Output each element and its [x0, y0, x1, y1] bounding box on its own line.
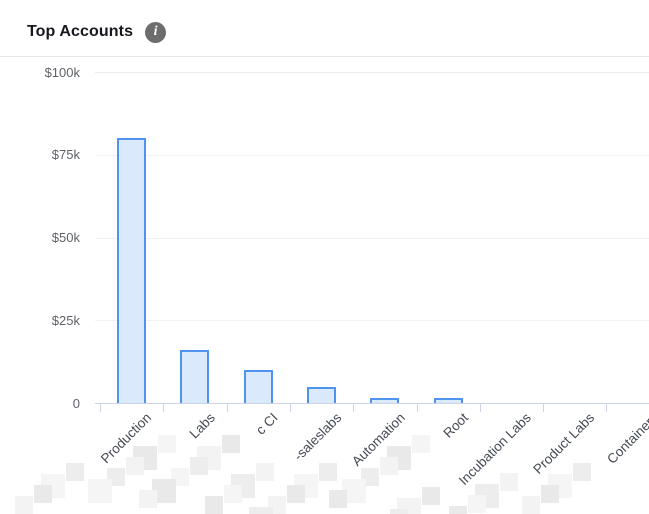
- redaction-mosaic: [572, 463, 591, 482]
- bar[interactable]: [117, 138, 147, 403]
- redaction-mosaic: [15, 496, 34, 514]
- x-axis-line: [95, 403, 649, 404]
- redaction-mosaic: [88, 478, 113, 503]
- header-divider: [0, 56, 649, 57]
- y-axis-tick-label: $75k: [51, 147, 80, 163]
- redaction-mosaic: [66, 463, 85, 482]
- redaction-mosaic: [328, 489, 347, 508]
- gridline: [95, 154, 649, 156]
- bar[interactable]: [243, 369, 273, 403]
- redaction-mosaic: [126, 456, 145, 475]
- redaction-mosaic: [249, 507, 274, 514]
- redaction-mosaic: [467, 495, 486, 513]
- x-axis-label: Labs: [186, 410, 218, 442]
- info-icon[interactable]: i: [145, 21, 167, 43]
- redaction-mosaic: [158, 434, 177, 453]
- x-axis-label: Root: [439, 410, 471, 441]
- redaction-mosaic: [411, 434, 430, 453]
- redaction-mosaic: [205, 496, 224, 514]
- bar[interactable]: [307, 387, 337, 403]
- redaction-mosaic: [221, 434, 240, 453]
- redaction-mosaic: [256, 463, 275, 482]
- redaction-mosaic: [379, 456, 398, 475]
- gridline: [95, 320, 649, 322]
- y-axis-tick-label: $100k: [44, 64, 80, 80]
- redaction-mosaic: [319, 463, 338, 482]
- x-axis-tick: [289, 404, 291, 412]
- redaction-mosaic: [521, 496, 540, 514]
- x-axis-tick: [226, 404, 228, 412]
- bar[interactable]: [180, 350, 210, 403]
- y-axis-tick-label: $25k: [51, 312, 80, 328]
- x-axis-tick: [479, 404, 481, 412]
- page-title: Top Accounts: [27, 23, 134, 40]
- gridline: [95, 72, 649, 73]
- redaction-mosaic: [448, 506, 467, 514]
- bar[interactable]: [433, 398, 463, 403]
- x-axis-tick: [353, 404, 355, 412]
- x-axis-tick: [543, 404, 545, 412]
- card-header: Top Accounts i: [27, 18, 167, 46]
- x-axis-tick: [100, 404, 101, 412]
- redaction-mosaic: [422, 487, 441, 506]
- x-axis-label: -saleslabs: [290, 410, 345, 464]
- redaction-mosaic: [540, 485, 559, 504]
- redaction-mosaic: [34, 485, 53, 504]
- x-axis-tick: [416, 404, 418, 412]
- y-axis-tick-label: $50k: [51, 230, 80, 245]
- redaction-mosaic: [189, 456, 208, 475]
- redaction-mosaic: [499, 473, 518, 491]
- x-axis-label: Containers: [603, 410, 649, 467]
- bar[interactable]: [370, 398, 400, 403]
- redaction-mosaic: [287, 485, 306, 504]
- x-axis-tick: [163, 404, 165, 412]
- y-axis-tick-label: 0: [72, 395, 80, 411]
- redaction-mosaic: [138, 489, 157, 508]
- x-axis-label: c CI: [253, 410, 281, 438]
- gridline: [95, 237, 649, 239]
- redaction-mosaic: [390, 509, 409, 514]
- redaction-mosaic: [224, 485, 243, 504]
- x-axis-tick: [606, 404, 608, 412]
